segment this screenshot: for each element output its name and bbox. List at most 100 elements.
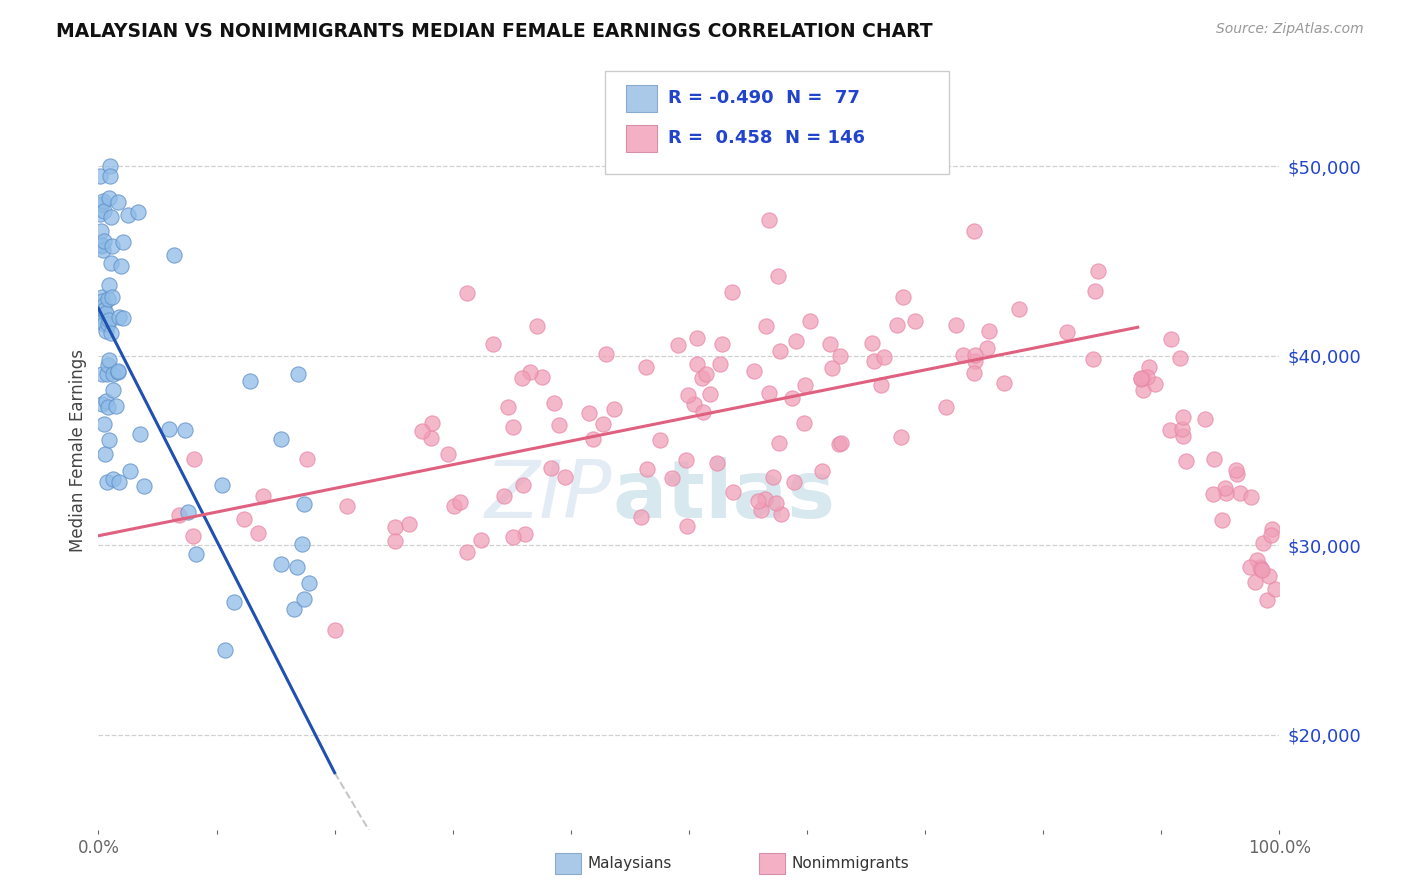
Point xyxy=(963,353,986,368)
Point xyxy=(112,235,135,249)
Point xyxy=(592,417,614,431)
Point xyxy=(1008,301,1031,316)
Point xyxy=(398,516,420,531)
Point xyxy=(420,431,443,445)
Point xyxy=(1225,467,1247,482)
Point xyxy=(721,485,744,500)
Point xyxy=(531,370,554,384)
Point xyxy=(1229,485,1251,500)
Point xyxy=(1264,582,1286,597)
Point xyxy=(181,529,204,543)
Point xyxy=(498,400,520,414)
Point xyxy=(90,197,112,211)
Point xyxy=(90,239,112,253)
Point xyxy=(323,624,346,638)
Point xyxy=(1168,351,1191,365)
Point xyxy=(270,433,292,447)
Point xyxy=(97,358,120,372)
Point xyxy=(494,489,516,503)
Point xyxy=(676,388,699,402)
Point xyxy=(765,496,787,510)
Point xyxy=(686,357,709,371)
Point xyxy=(97,400,120,414)
Point xyxy=(706,456,728,470)
Point xyxy=(94,306,117,320)
Point xyxy=(129,426,152,441)
Point xyxy=(869,378,891,392)
Point xyxy=(695,368,717,382)
Point xyxy=(91,293,114,308)
Point xyxy=(98,159,121,173)
Point xyxy=(108,310,131,325)
Point xyxy=(100,326,122,340)
Point xyxy=(100,211,122,225)
Text: Source: ZipAtlas.com: Source: ZipAtlas.com xyxy=(1216,22,1364,37)
Point xyxy=(98,434,121,448)
Point xyxy=(711,336,734,351)
Point xyxy=(298,576,321,591)
Point xyxy=(548,417,571,432)
Point xyxy=(93,204,115,219)
Point xyxy=(1213,481,1236,495)
Point xyxy=(666,338,689,352)
Point xyxy=(100,290,122,304)
Text: atlas: atlas xyxy=(612,457,835,535)
Point xyxy=(603,402,626,417)
Point xyxy=(780,391,803,405)
Point xyxy=(699,387,721,401)
Point xyxy=(519,365,541,379)
Point xyxy=(93,447,115,461)
Point xyxy=(1240,490,1263,504)
Point xyxy=(233,512,256,526)
Point xyxy=(291,537,314,551)
Point xyxy=(93,417,115,431)
Point xyxy=(785,334,807,348)
Point xyxy=(1137,359,1160,374)
Point xyxy=(554,469,576,483)
Point xyxy=(384,519,406,533)
Point xyxy=(820,361,842,376)
Point xyxy=(770,507,793,521)
Point xyxy=(754,491,776,506)
Point xyxy=(89,169,111,183)
Point xyxy=(112,310,135,325)
Point xyxy=(98,313,121,327)
Point xyxy=(1084,284,1107,298)
Text: Malaysians: Malaysians xyxy=(588,856,672,871)
Point xyxy=(650,433,672,447)
Point xyxy=(709,357,731,371)
Point xyxy=(810,464,832,478)
Point xyxy=(720,285,742,300)
Point xyxy=(1244,575,1267,590)
Point xyxy=(183,451,205,466)
Point xyxy=(762,469,785,483)
Point xyxy=(420,417,443,431)
Point xyxy=(976,341,998,355)
Point xyxy=(127,204,149,219)
Point xyxy=(96,368,118,382)
Point xyxy=(963,366,986,380)
Point xyxy=(1132,371,1154,385)
Point xyxy=(820,336,842,351)
Point xyxy=(1159,423,1181,437)
Point xyxy=(827,437,849,451)
Point xyxy=(1253,536,1275,550)
Point xyxy=(1087,264,1109,278)
Point xyxy=(891,290,914,304)
Point xyxy=(90,397,112,411)
Point xyxy=(292,592,315,607)
Point xyxy=(287,367,309,381)
Point xyxy=(91,243,114,257)
Point xyxy=(96,292,118,306)
Text: ZIP: ZIP xyxy=(485,457,612,535)
Point xyxy=(1056,325,1078,339)
Point xyxy=(1250,564,1272,578)
Point xyxy=(755,318,778,333)
Point xyxy=(1257,569,1279,583)
Text: R = -0.490  N =  77: R = -0.490 N = 77 xyxy=(668,89,859,107)
Point xyxy=(176,505,198,519)
Point xyxy=(456,545,478,559)
Point xyxy=(742,364,765,378)
Point xyxy=(904,314,927,328)
Point xyxy=(91,194,114,209)
